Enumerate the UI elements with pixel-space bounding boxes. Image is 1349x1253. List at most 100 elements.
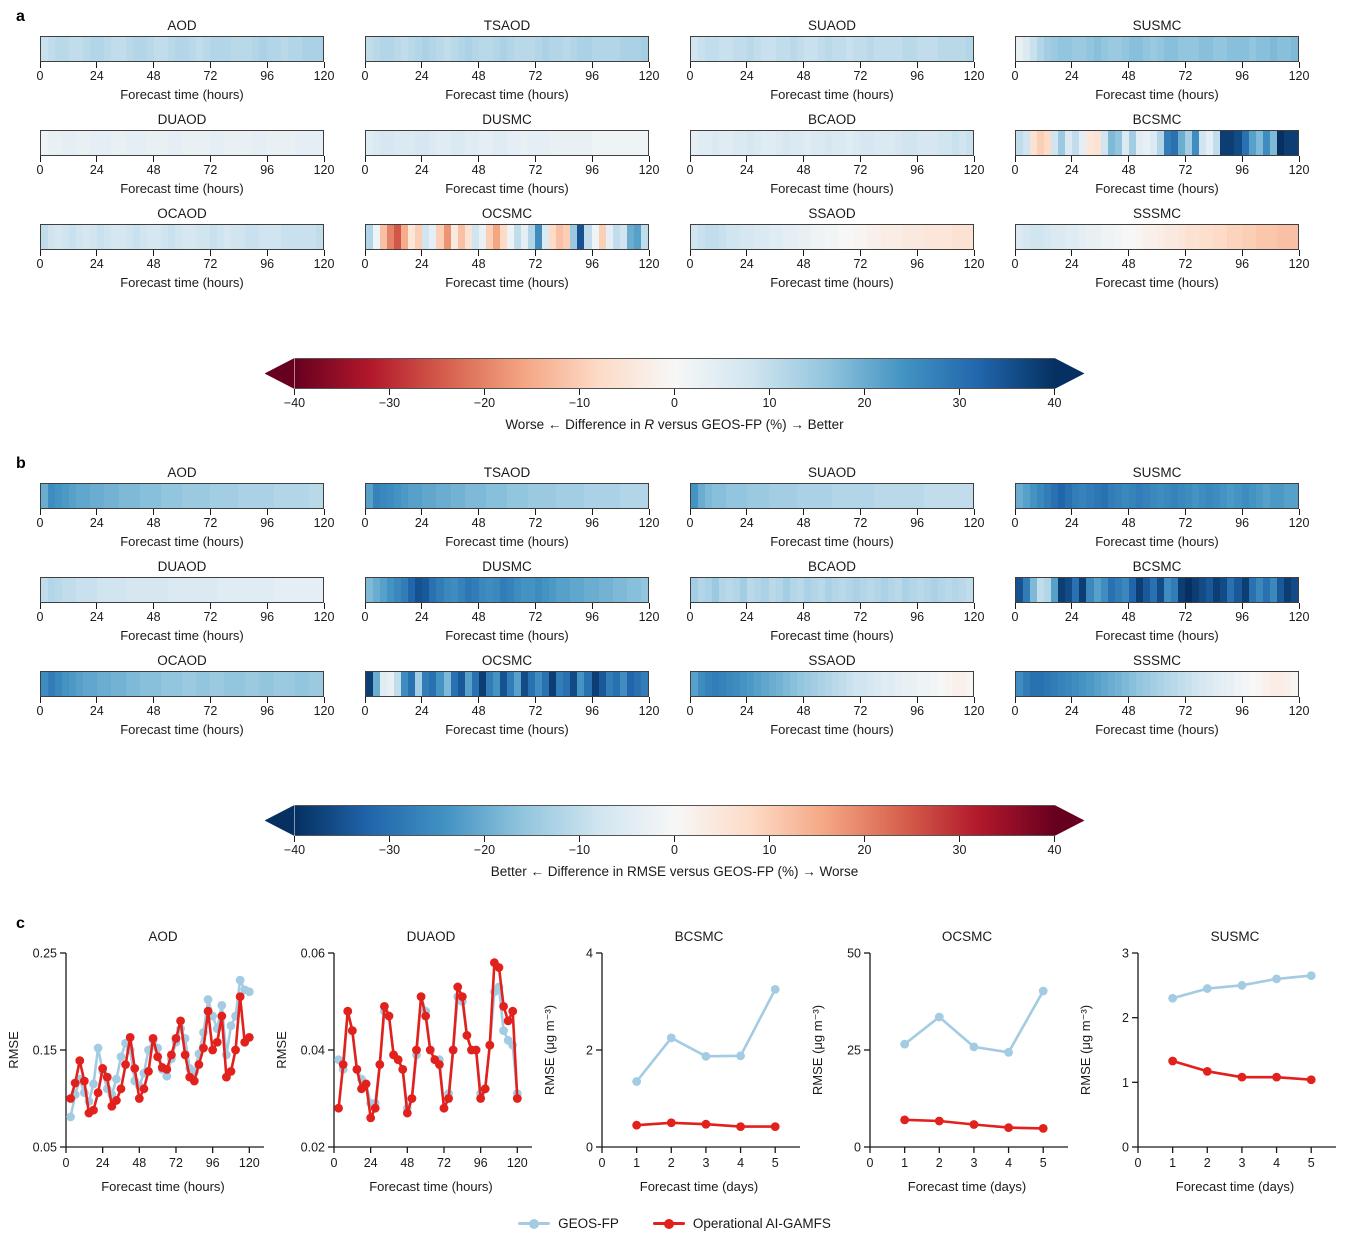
heatmap-cell <box>301 484 309 508</box>
axis-tick <box>153 62 155 68</box>
heatmap-cell <box>782 484 790 508</box>
heatmap-cell <box>584 672 592 696</box>
heatmap-axis: 0 24 48 72 96 120 <box>1012 250 1309 274</box>
heatmap-subplot-tsaod: TSAOD 0 24 48 72 96 120 Forecast time (hours) <box>362 18 660 102</box>
heatmap-title: BCSMC <box>1132 112 1182 127</box>
colorbar-b-label-pre: Better ← Difference in RMSE versus GEOS-… <box>490 864 803 879</box>
heatmap-cell <box>139 131 147 155</box>
heatmap-cell <box>315 131 323 155</box>
heatmap-cell <box>867 131 875 155</box>
heatmap-cell <box>457 672 465 696</box>
heatmap-cell <box>1135 225 1143 249</box>
axis-tick-label: 24 <box>89 163 104 177</box>
heatmap-cell <box>224 225 232 249</box>
heatmap-cell <box>803 484 811 508</box>
heatmap-cell <box>1199 672 1207 696</box>
heatmap-strip <box>40 36 324 62</box>
axis-tick-label: 96 <box>260 257 275 271</box>
heatmap-title: SSSMC <box>1132 206 1181 221</box>
data-point-aigamfs <box>1168 1056 1178 1066</box>
heatmap-cell <box>167 672 175 696</box>
heatmap-cell <box>803 578 811 602</box>
axis-tick-label: 120 <box>1288 257 1310 271</box>
data-point-aigamfs <box>189 1076 199 1086</box>
heatmap-cell <box>485 131 493 155</box>
x-tick-label: 96 <box>474 1156 488 1170</box>
heatmap-cell <box>266 225 274 249</box>
axis-tick <box>153 509 155 515</box>
axis-tick-label: 24 <box>89 516 104 530</box>
heatmap-cell <box>1093 672 1101 696</box>
axis-tick <box>478 509 480 515</box>
data-point-aigamfs <box>453 982 463 992</box>
axis-tick <box>1014 509 1016 515</box>
heatmap-cell <box>1121 37 1129 61</box>
heatmap-cell <box>231 225 239 249</box>
heatmap-cell <box>408 37 416 61</box>
heatmap-subplot-duaod: DUAOD 0 24 48 72 96 120 Forecast time (hours) <box>37 559 335 643</box>
heatmap-cell <box>1276 37 1284 61</box>
heatmap-cell <box>1107 225 1115 249</box>
heatmap-cell <box>1086 484 1094 508</box>
x-axis-label: Forecast time (hours) <box>770 628 894 643</box>
heatmap-cell <box>167 225 175 249</box>
heatmap-cell <box>1171 578 1179 602</box>
heatmap-cell <box>712 225 720 249</box>
axis-tick <box>746 156 748 162</box>
heatmap-cell <box>104 37 112 61</box>
heatmap-cell <box>373 484 381 508</box>
heatmap-cell <box>55 578 63 602</box>
y-axis-label: RMSE (μg m⁻³) <box>810 1005 825 1095</box>
heatmap-cell <box>698 484 706 508</box>
axis-tick-label: 0 <box>361 516 369 530</box>
heatmap-cell <box>549 225 557 249</box>
data-point-aigamfs <box>900 1115 910 1125</box>
heatmap-cell <box>640 672 648 696</box>
axis-tick <box>364 509 366 515</box>
axis-tick-label: 24 <box>739 163 754 177</box>
heatmap-cell <box>1199 225 1207 249</box>
heatmap-cell <box>287 225 295 249</box>
data-point-aigamfs <box>375 1060 385 1069</box>
heatmap-cell <box>1248 131 1256 155</box>
data-point-aigamfs <box>1038 1123 1048 1133</box>
x-axis-label: Forecast time (hours) <box>445 87 569 102</box>
heatmap-cell <box>1220 484 1228 508</box>
heatmap-cell <box>598 225 606 249</box>
heatmap-cell <box>633 672 641 696</box>
axis-tick <box>916 697 918 703</box>
heatmap-cell <box>1171 484 1179 508</box>
heatmap-cell <box>69 37 77 61</box>
heatmap-cell <box>598 131 606 155</box>
heatmap-cell <box>1100 225 1108 249</box>
heatmap-cell <box>902 37 910 61</box>
x-axis-label: Forecast time (hours) <box>120 87 244 102</box>
heatmap-cell <box>930 37 938 61</box>
heatmap-cell <box>436 37 444 61</box>
heatmap-cell <box>796 225 804 249</box>
heatmap-cell <box>90 578 98 602</box>
data-point-geosfp <box>666 1033 676 1043</box>
axis-tick-label: 0 <box>361 704 369 718</box>
heatmap-cell <box>521 672 529 696</box>
heatmap-cell <box>380 37 388 61</box>
axis-tick <box>266 509 268 515</box>
heatmap-cell <box>810 578 818 602</box>
heatmap-cell <box>556 225 564 249</box>
geosfp-line-marker-icon <box>518 1218 551 1229</box>
heatmap-cell <box>1079 37 1087 61</box>
heatmap-cell <box>556 37 564 61</box>
axis-tick-label: 48 <box>146 163 161 177</box>
heatmap-cell <box>366 225 374 249</box>
heatmap-cell <box>768 225 776 249</box>
axis-tick-label: 120 <box>963 516 985 530</box>
heatmap-cell <box>401 131 409 155</box>
heatmap-cell <box>1107 578 1115 602</box>
heatmap-cell <box>203 131 211 155</box>
heatmap-cell <box>55 37 63 61</box>
heatmap-cell <box>789 131 797 155</box>
heatmap-cell <box>1185 37 1193 61</box>
heatmap-cell <box>83 37 91 61</box>
heatmap-cell <box>1290 484 1298 508</box>
heatmap-cell <box>308 37 316 61</box>
